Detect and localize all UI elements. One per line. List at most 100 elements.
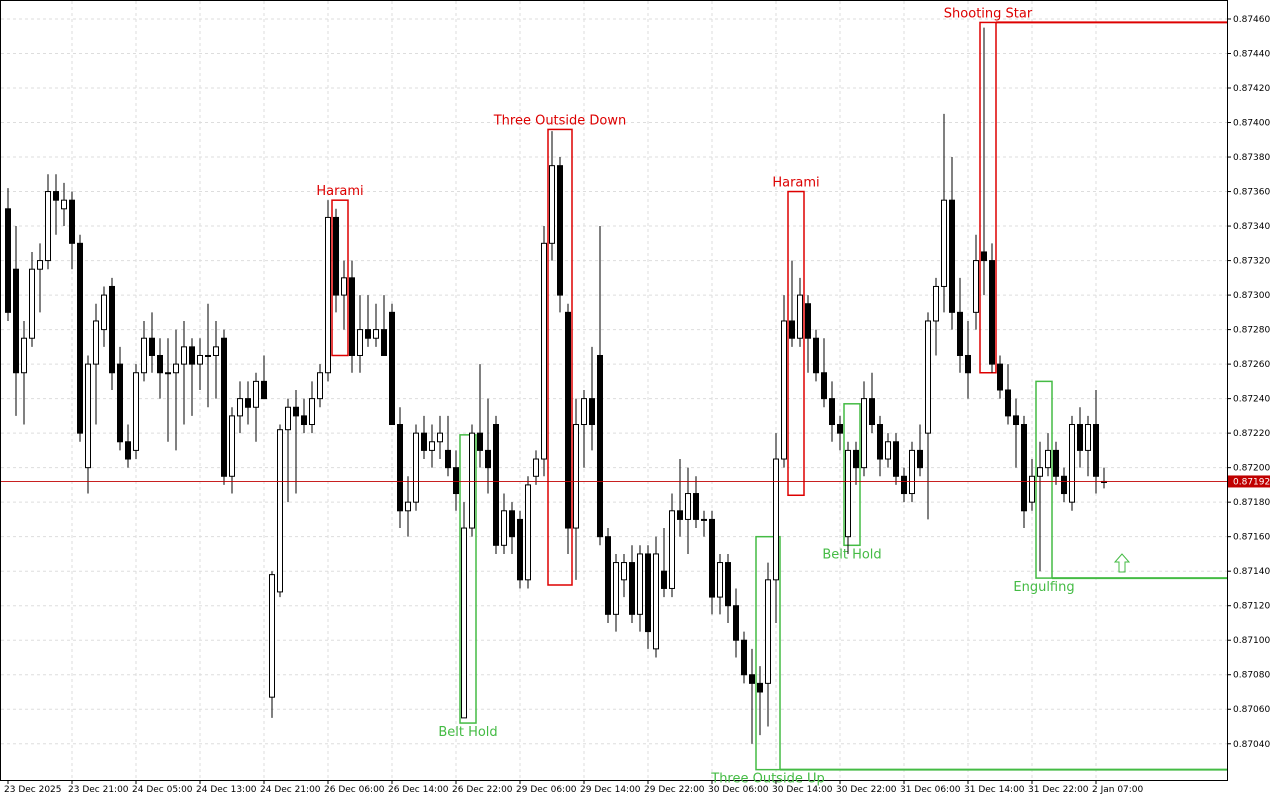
pattern-label: Harami <box>772 176 819 191</box>
candle-body <box>621 562 627 581</box>
candle-body <box>1093 424 1099 477</box>
x-tick-label: 30 Dec 14:00 <box>772 785 833 795</box>
candle-body <box>949 199 955 313</box>
candle-body <box>565 311 571 529</box>
candle-body <box>749 674 755 684</box>
candle-body <box>421 432 427 451</box>
candle-body <box>381 329 387 356</box>
candle-body <box>941 199 947 287</box>
y-tick-label: 0.87260 <box>1233 360 1270 370</box>
candle-body <box>493 424 499 546</box>
candle-body <box>789 320 795 339</box>
candle-body <box>805 303 811 339</box>
candle-body <box>533 458 539 477</box>
x-tick-label: 31 Dec 14:00 <box>964 785 1025 795</box>
x-tick-label: 29 Dec 14:00 <box>580 785 641 795</box>
candle-body <box>237 398 243 417</box>
candle-body <box>1085 424 1091 451</box>
candle-body <box>549 165 555 244</box>
candle-body <box>525 484 531 581</box>
candle-body <box>165 372 171 375</box>
candle-body <box>877 424 883 460</box>
pattern-label: Belt Hold <box>822 547 881 562</box>
candle-body <box>197 354 203 365</box>
x-tick-label: 30 Dec 06:00 <box>708 785 769 795</box>
y-tick-label: 0.87140 <box>1233 567 1270 577</box>
candle-body <box>29 268 35 339</box>
candle-body <box>189 346 195 365</box>
x-tick-label: 29 Dec 22:00 <box>644 785 705 795</box>
y-tick-label: 0.87380 <box>1233 153 1270 163</box>
candle-body <box>573 424 579 529</box>
candle-body <box>453 467 459 495</box>
candle-body <box>733 605 739 641</box>
y-tick-label: 0.87360 <box>1233 188 1270 198</box>
candle-body <box>301 415 307 426</box>
pattern-box <box>755 535 781 771</box>
candle-body <box>509 510 515 538</box>
candle-body <box>701 518 707 521</box>
candle-body <box>221 337 227 477</box>
candle-body <box>181 346 187 365</box>
pattern-box <box>1035 380 1053 579</box>
candle-body <box>101 294 107 331</box>
pattern-box <box>787 190 805 497</box>
pattern-box <box>979 21 997 374</box>
x-tick-label: 24 Dec 21:00 <box>260 785 321 795</box>
pattern-box <box>843 403 861 547</box>
y-tick-label: 0.87240 <box>1233 395 1270 405</box>
x-tick-label: 26 Dec 14:00 <box>388 785 449 795</box>
candle-body <box>61 199 67 210</box>
candle-body <box>397 424 403 512</box>
candle-body <box>37 260 43 270</box>
candle-body <box>341 277 347 296</box>
pattern-label: Engulfing <box>1013 580 1074 595</box>
candle-body <box>309 398 315 426</box>
candle-body <box>685 493 691 520</box>
y-tick-label: 0.87340 <box>1233 222 1270 232</box>
candle-body <box>5 208 11 313</box>
y-tick-label: 0.87200 <box>1233 464 1270 474</box>
candle-body <box>853 449 859 469</box>
candle-body <box>45 191 51 262</box>
candle-body <box>285 406 291 431</box>
y-tick-label: 0.87100 <box>1233 636 1270 646</box>
candle-body <box>645 553 651 633</box>
candle-body <box>1013 415 1019 426</box>
candle-body <box>653 553 659 650</box>
candle-body <box>261 380 267 400</box>
candle-body <box>253 380 259 408</box>
candle-body <box>69 199 75 244</box>
pattern-box <box>331 199 349 357</box>
candle-body <box>213 346 219 356</box>
candle-body <box>53 191 59 201</box>
pattern-label: Three Outside Down <box>493 113 627 128</box>
candle-body <box>637 553 643 615</box>
candle-body <box>605 536 611 615</box>
candle-body <box>13 268 19 374</box>
candle-body <box>989 260 995 365</box>
candle-body <box>557 165 563 296</box>
y-tick-label: 0.87280 <box>1233 326 1270 336</box>
x-tick-label: 29 Dec 06:00 <box>516 785 577 795</box>
candle-body <box>85 363 91 469</box>
candle-body <box>149 337 155 356</box>
candle-body <box>157 354 163 374</box>
candle-body <box>277 429 283 593</box>
candle-body <box>997 363 1003 391</box>
candle-body <box>741 639 747 676</box>
candle-body <box>613 562 619 615</box>
candle-body <box>205 354 211 357</box>
candle-body <box>677 510 683 520</box>
pattern-box <box>547 128 573 586</box>
x-tick-label: 26 Dec 06:00 <box>324 785 385 795</box>
candle-body <box>445 449 451 469</box>
candle-body <box>589 398 595 426</box>
candle-body <box>869 398 875 426</box>
x-tick-label: 23 Dec 2025 <box>4 785 62 795</box>
candle-body <box>77 242 83 434</box>
candle-body <box>437 432 443 443</box>
buy-arrow <box>1113 553 1131 573</box>
